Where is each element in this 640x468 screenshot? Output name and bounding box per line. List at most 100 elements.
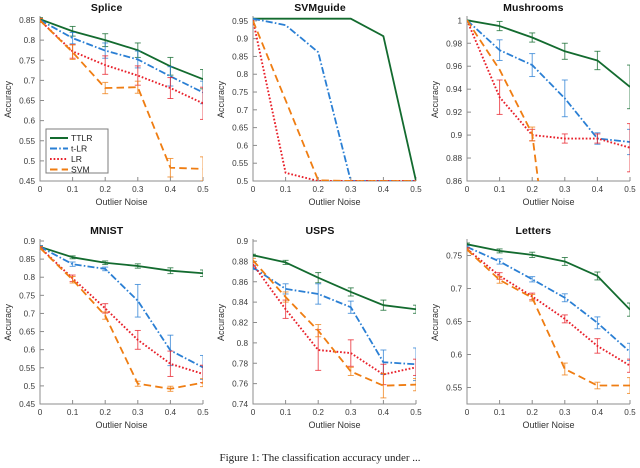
- y-tick-label: 0.9: [450, 131, 462, 140]
- y-axis-label: Accuracy: [430, 80, 440, 118]
- axes: [466, 239, 630, 405]
- series-line-t-lr: [253, 17, 417, 181]
- panel-title: MNIST: [90, 225, 124, 237]
- x-tick-label: 0.4: [591, 185, 603, 194]
- y-tick-label: 0.75: [232, 88, 248, 97]
- y-tick-label: 0.6: [450, 351, 462, 360]
- y-tick-label: 0.6: [24, 117, 36, 126]
- error-bars-t-lr: [40, 245, 203, 380]
- x-tick-label: 0.2: [313, 408, 325, 417]
- x-axis-label: Outlier Noise: [522, 420, 574, 430]
- x-tick-label: 0.5: [624, 408, 636, 417]
- figure-caption: Figure 1: The classification accuracy un…: [219, 452, 421, 464]
- error-bars-lr: [253, 261, 417, 386]
- x-tick-label: 0.5: [624, 185, 636, 194]
- x-tick-label: 0.3: [559, 185, 571, 194]
- panel-mushrooms: Mushrooms 0.86 0.88 0.9 0.92 0.94 0.96 0.98 1 0 0…: [427, 0, 640, 223]
- y-tick-label: 0.75: [19, 291, 35, 300]
- y-tick-label: 0.85: [19, 255, 35, 264]
- x-tick-label: 0.3: [345, 408, 357, 417]
- x-tick-label: 0.5: [197, 185, 209, 194]
- axes: [466, 16, 630, 182]
- series-line-ttlr: [40, 18, 203, 81]
- data-layer: [40, 245, 203, 392]
- x-tick-label: 0: [38, 185, 43, 194]
- y-tick-label: 0.7: [24, 76, 36, 85]
- x-tick-label: 0.5: [197, 408, 209, 417]
- y-tick-label: 0.9: [237, 237, 249, 246]
- y-tick-label: 0.65: [19, 97, 35, 106]
- y-tick-label: 0.88: [232, 257, 248, 266]
- y-tick-label: 0.75: [446, 252, 462, 261]
- series-line-lr: [253, 263, 417, 376]
- panel-svmguide: SVMguide 0.5 0.55 0.6 0.65 0.7 0.75 0.8 0.85 0.9…: [213, 0, 426, 223]
- error-bars-ttlr: [253, 253, 417, 314]
- x-tick-label: 0.2: [526, 408, 538, 417]
- series-line-svm: [253, 20, 417, 181]
- series-line-t-lr: [40, 246, 203, 369]
- y-tick-label: 0.6: [24, 346, 36, 355]
- y-tick-label: 0.65: [19, 328, 35, 337]
- x-tick-label: 0.5: [411, 185, 423, 194]
- x-tick-label: 0: [38, 408, 43, 417]
- panel-title: Splice: [90, 2, 123, 14]
- y-axis-ticks: 0.45 0.5 0.55 0.6 0.65 0.7 0.75 0.8 0.85: [19, 16, 44, 186]
- x-tick-label: 0.4: [378, 408, 390, 417]
- x-tick-label: 0.1: [494, 408, 506, 417]
- y-tick-label: 0.84: [232, 298, 248, 307]
- data-layer: [466, 242, 630, 394]
- plot-area-svmguide: 0.5 0.55 0.6 0.65 0.7 0.75 0.8 0.85 0.9 0.95 0 0.1 0…: [213, 0, 426, 223]
- plot-area-mushrooms: 0.86 0.88 0.9 0.92 0.94 0.96 0.98 1 0 0.1 0.2 0.3 0.…: [427, 0, 640, 223]
- error-bars-lr: [40, 245, 203, 384]
- panel-title: SVMguide: [294, 2, 346, 14]
- x-axis-ticks: 0 0.1 0.2 0.3 0.4 0.5: [251, 400, 422, 417]
- x-tick-label: 0.3: [132, 185, 144, 194]
- y-axis-ticks: 0.74 0.76 0.78 0.8 0.82 0.84 0.86 0.88 0.9: [232, 237, 258, 409]
- x-tick-label: 0.4: [165, 408, 177, 417]
- y-tick-label: 0.55: [446, 384, 462, 393]
- y-tick-label: 0.45: [19, 400, 35, 409]
- y-axis-ticks: 0.5 0.55 0.6 0.65 0.7 0.75 0.8 0.85 0.9 0.95: [232, 17, 258, 186]
- x-tick-label: 0.2: [100, 185, 112, 194]
- y-tick-label: 0.85: [19, 16, 35, 25]
- data-layer: [466, 19, 630, 181]
- series-line-t-lr: [466, 246, 630, 353]
- y-axis-label: Accuracy: [216, 303, 226, 341]
- series-line-svm: [253, 259, 417, 387]
- y-tick-label: 0.98: [446, 39, 462, 48]
- error-bars-lr: [466, 247, 630, 373]
- y-tick-label: 0.55: [19, 364, 35, 373]
- y-tick-label: 0.8: [24, 36, 36, 45]
- y-tick-label: 0.86: [232, 278, 248, 287]
- x-tick-label: 0.1: [280, 185, 292, 194]
- y-tick-label: 0.5: [24, 382, 36, 391]
- plot-area-splice: 0.45 0.5 0.55 0.6 0.65 0.7 0.75 0.8 0.85 0 0.1 0.2 0…: [0, 0, 213, 223]
- x-tick-label: 0: [251, 185, 256, 194]
- legend-label: t-LR: [71, 144, 87, 154]
- error-bars-svm: [253, 257, 417, 399]
- y-tick-label: 0.8: [237, 70, 249, 79]
- legend-label: SVM: [71, 165, 90, 175]
- x-tick-label: 0.4: [378, 185, 390, 194]
- y-tick-label: 1: [457, 16, 462, 25]
- subplot-grid: Splice 0.45 0.5 0.55 0.6 0.65 0.7 0.75 0.8 0.85 0…: [0, 0, 640, 446]
- x-tick-label: 0.2: [313, 185, 325, 194]
- legend-label: LR: [71, 154, 82, 164]
- y-tick-label: 0.5: [237, 177, 249, 186]
- x-axis-label: Outlier Noise: [95, 197, 147, 207]
- y-tick-label: 0.76: [232, 380, 248, 389]
- data-layer: [253, 17, 417, 181]
- x-tick-label: 0.4: [165, 185, 177, 194]
- y-tick-label: 0.95: [232, 17, 248, 26]
- panel-usps: USPS 0.74 0.76 0.78 0.8 0.82 0.84 0.86 0.88 0.9 0…: [213, 223, 426, 446]
- data-layer: [40, 17, 203, 181]
- plot-area-letters: 0.55 0.6 0.65 0.7 0.75 0 0.1 0.2 0.3 0.4 0.5 Outlie…: [427, 223, 640, 446]
- series-line-svm: [40, 247, 203, 390]
- series-line-lr: [253, 19, 417, 181]
- series-line-ttlr: [466, 19, 630, 88]
- x-axis-ticks: 0 0.1 0.2 0.3 0.4 0.5: [251, 177, 422, 194]
- y-tick-label: 0.9: [237, 35, 249, 44]
- series-line-t-lr: [253, 266, 417, 366]
- y-tick-label: 0.6: [237, 141, 249, 150]
